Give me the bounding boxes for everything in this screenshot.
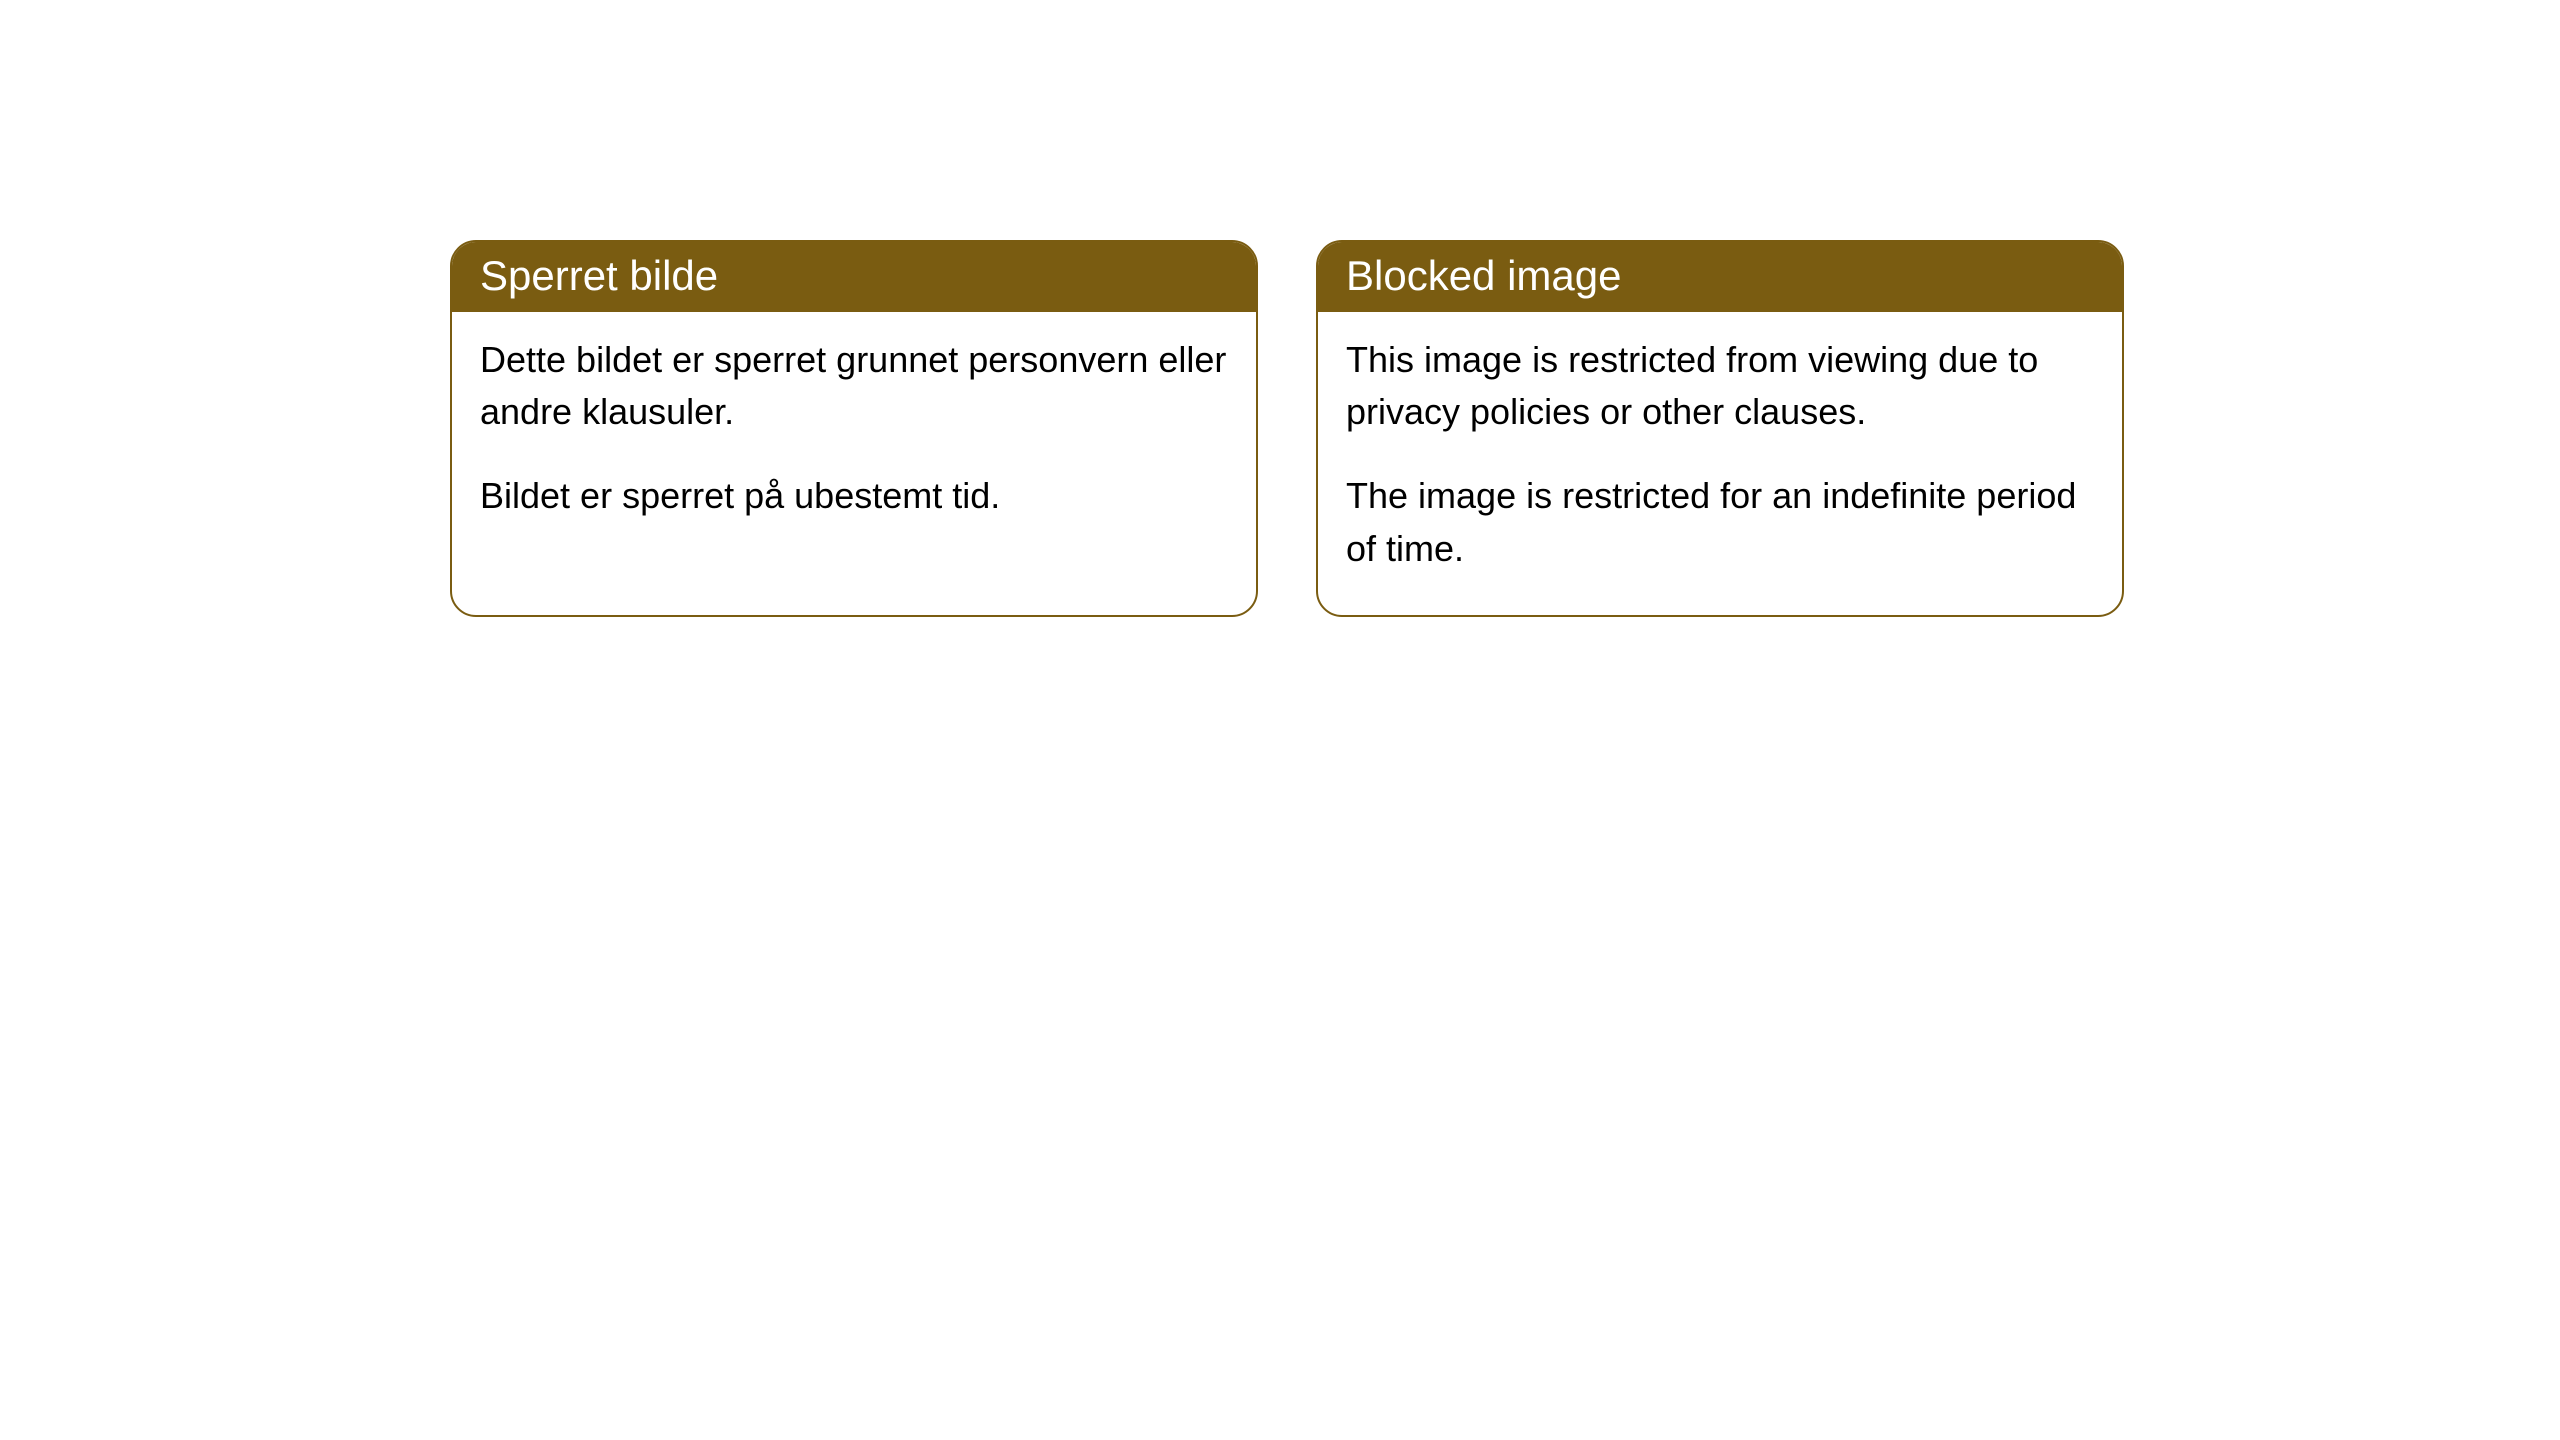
card-paragraph: This image is restricted from viewing du… (1346, 334, 2094, 438)
card-paragraph: Dette bildet er sperret grunnet personve… (480, 334, 1228, 438)
card-body-no: Dette bildet er sperret grunnet personve… (452, 312, 1256, 563)
card-body-en: This image is restricted from viewing du… (1318, 312, 2122, 615)
card-paragraph: Bildet er sperret på ubestemt tid. (480, 470, 1228, 522)
card-title-en: Blocked image (1318, 242, 2122, 312)
blocked-image-card-en: Blocked image This image is restricted f… (1316, 240, 2124, 617)
card-title-no: Sperret bilde (452, 242, 1256, 312)
notice-cards-row: Sperret bilde Dette bildet er sperret gr… (450, 240, 2124, 617)
blocked-image-card-no: Sperret bilde Dette bildet er sperret gr… (450, 240, 1258, 617)
card-paragraph: The image is restricted for an indefinit… (1346, 470, 2094, 574)
